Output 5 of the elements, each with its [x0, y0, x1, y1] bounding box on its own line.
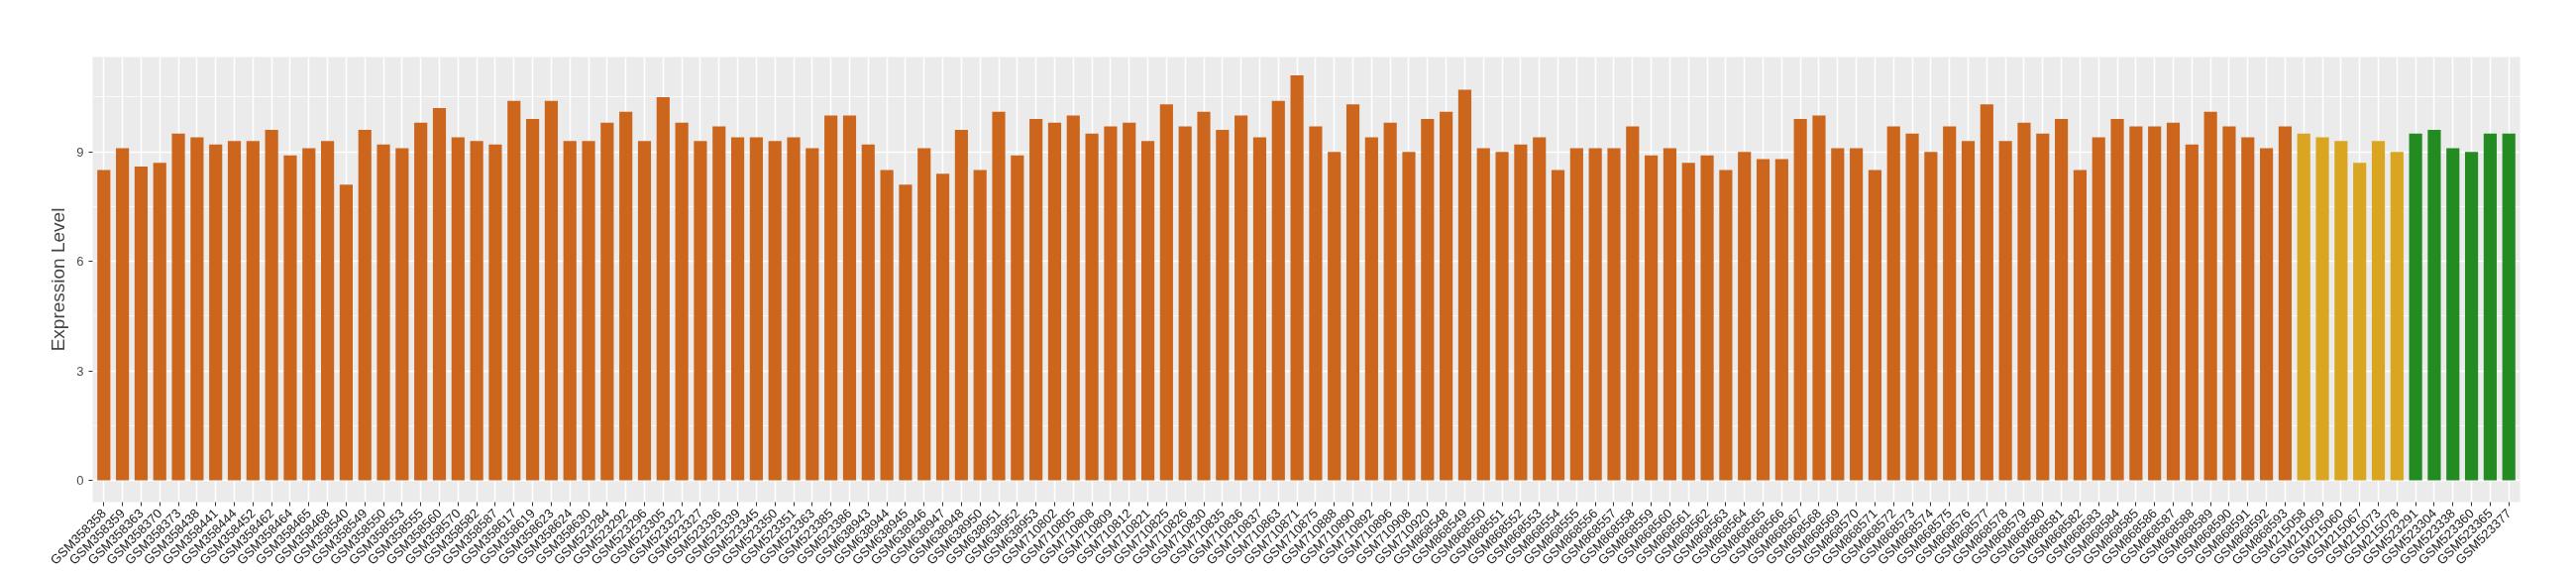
- y-axis-title: Expression Level: [48, 207, 69, 352]
- y-tick-label: 3: [76, 363, 84, 379]
- y-tick-label: 6: [76, 254, 84, 270]
- y-tick-label: 9: [76, 144, 84, 160]
- y-tick-label: 0: [76, 472, 84, 488]
